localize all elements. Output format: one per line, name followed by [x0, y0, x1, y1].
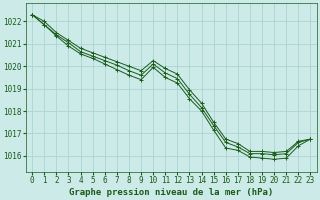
- X-axis label: Graphe pression niveau de la mer (hPa): Graphe pression niveau de la mer (hPa): [69, 188, 274, 197]
